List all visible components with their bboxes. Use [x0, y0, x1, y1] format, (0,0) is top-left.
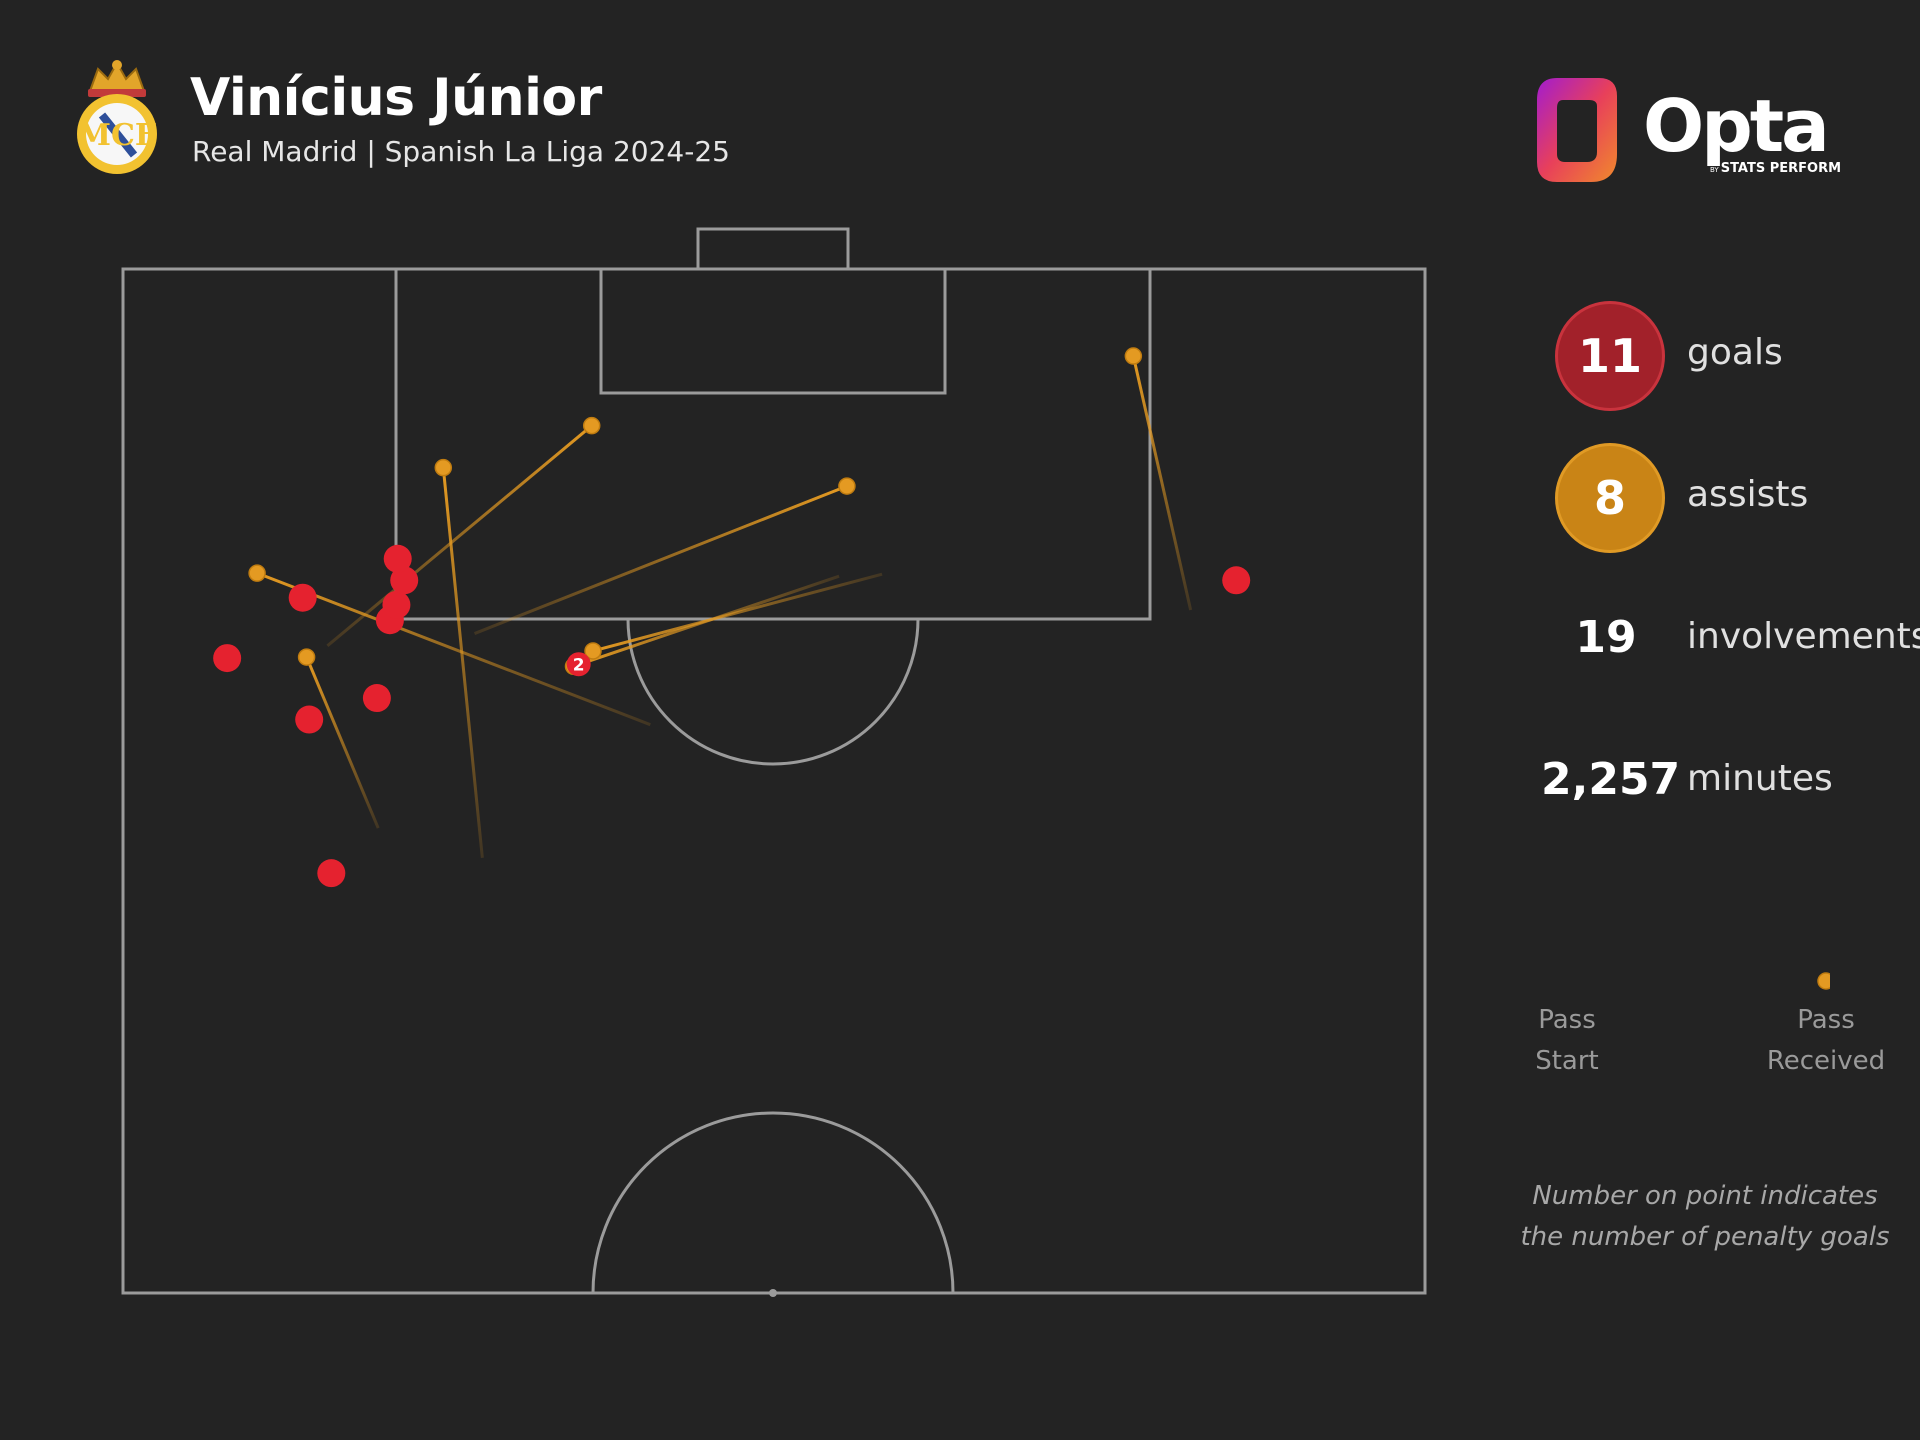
team-competition-subtitle: Real Madrid | Spanish La Liga 2024-25 — [192, 135, 730, 168]
assists-value-circle: 8 — [1555, 443, 1665, 553]
goal-frame — [696, 227, 850, 271]
real-madrid-crest-icon: MCF — [77, 60, 157, 174]
penalty-area — [394, 267, 1152, 621]
assist-received-point — [248, 564, 266, 582]
opta-subtitle: BY STATS PERFORM — [1710, 161, 1842, 176]
goals-value: 11 — [1577, 329, 1642, 383]
assist-received-point — [297, 648, 316, 666]
penalty-goal-point — [566, 652, 591, 677]
goal-point — [1222, 566, 1251, 595]
penalty-note: Number on point indicates the number of … — [1520, 1181, 1890, 1252]
assist-received-point — [434, 458, 453, 477]
pitch-markings — [121, 227, 1427, 1295]
six-yard-box — [599, 267, 947, 395]
goal-point — [295, 705, 324, 734]
centre-spot — [769, 1289, 777, 1297]
assist-pass-line — [473, 484, 848, 635]
penalty-goal-count-label: 2 — [573, 655, 585, 675]
assists-label: assists — [1687, 474, 1809, 515]
minutes-label: minutes — [1687, 758, 1833, 799]
penalty-arc — [626, 618, 920, 766]
pass-received-label: Pass Received — [1766, 1005, 1886, 1076]
assist-pass-line — [1131, 355, 1193, 611]
goal-point — [362, 684, 391, 713]
involvements-value: 19 — [1575, 612, 1637, 663]
svg-text:MCF: MCF — [78, 118, 156, 153]
pass-received-marker — [1817, 972, 1830, 990]
pass-start-label: Pass Start — [1535, 1005, 1599, 1076]
goal-point — [383, 544, 412, 573]
goal-point — [213, 644, 242, 673]
pass-legend-line — [1568, 972, 1830, 990]
assists-value: 8 — [1593, 471, 1626, 525]
assist-received-point — [1124, 347, 1143, 365]
opta-wordmark: Opta — [1643, 84, 1830, 168]
goals-value-circle: 11 — [1555, 301, 1665, 411]
assist-received-point — [584, 642, 602, 660]
centre-circle — [591, 1111, 955, 1294]
opta-logo-icon — [1537, 78, 1617, 182]
player-name: Vinícius Júnior — [190, 68, 602, 128]
assist-pass-line — [441, 467, 484, 858]
assist-pass-line — [256, 571, 651, 727]
assist-pass-line — [326, 424, 593, 647]
goal-point — [382, 590, 411, 619]
assist-pass-line — [592, 572, 883, 653]
goal-layer: 2 — [213, 544, 1251, 888]
assist-received-point — [838, 477, 856, 495]
goals-label: goals — [1687, 332, 1783, 373]
goal-point — [317, 859, 346, 888]
assist-pass-line — [305, 656, 380, 829]
goal-point — [390, 566, 419, 595]
pitch-boundary — [121, 267, 1427, 1295]
assist-received-point — [582, 416, 601, 435]
involvements-label: involvements — [1687, 616, 1920, 657]
minutes-value: 2,257 — [1541, 754, 1681, 805]
goal-point — [288, 583, 317, 612]
